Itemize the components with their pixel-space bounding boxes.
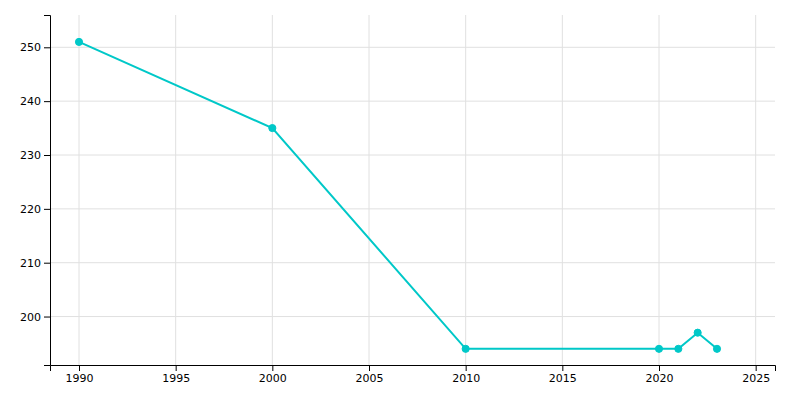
tick-label: 2020	[646, 372, 674, 385]
marker	[269, 125, 276, 132]
tick-mark	[44, 317, 50, 318]
tick-mark	[44, 101, 50, 102]
grid-line	[50, 155, 775, 156]
y-axis: 200 210 220 230 240 250	[20, 16, 51, 366]
tick-label: 1995	[162, 372, 190, 385]
plot-area	[75, 38, 720, 352]
axis-line	[51, 366, 776, 372]
tick-label: 210	[20, 257, 41, 270]
tick-mark	[369, 365, 370, 371]
grid-line	[562, 15, 563, 365]
grid-line	[272, 15, 273, 365]
grid-line	[50, 101, 775, 102]
tick-label: 2000	[259, 372, 287, 385]
tick-label: 1990	[66, 372, 94, 385]
tick-mark	[562, 365, 563, 371]
tick: 2000	[259, 365, 287, 385]
marker	[694, 329, 701, 336]
tick-label: 220	[20, 203, 41, 216]
tick-mark	[44, 209, 50, 210]
tick-mark	[756, 365, 757, 371]
grid-line	[659, 15, 660, 365]
tick-label: 230	[20, 149, 41, 162]
grid	[50, 15, 775, 365]
grid-line	[79, 15, 80, 365]
tick: 1990	[66, 365, 94, 385]
marker	[675, 345, 682, 352]
tick: 210	[20, 257, 50, 270]
grid-line	[50, 47, 775, 48]
grid-line	[755, 15, 756, 365]
tick: 250	[20, 41, 50, 54]
tick-label: 2010	[452, 372, 480, 385]
tick: 2025	[742, 365, 770, 385]
tick-mark	[466, 365, 467, 371]
grid-line	[50, 262, 775, 263]
grid-line	[465, 15, 466, 365]
tick-label: 2015	[549, 372, 577, 385]
tick-mark	[44, 263, 50, 264]
marker	[462, 345, 469, 352]
tick: 220	[20, 203, 50, 216]
tick: 230	[20, 149, 50, 162]
marker	[713, 345, 720, 352]
line	[79, 42, 717, 349]
tick-label: 240	[20, 95, 41, 108]
tick-mark	[79, 365, 80, 371]
tick-mark	[44, 155, 50, 156]
tick: 2010	[452, 365, 480, 385]
x-axis: 1990 1995 2000 2005 2010 2015 2020 2025	[51, 365, 776, 385]
chart: 1990 1995 2000 2005 2010 2015 2020 2025 200 210 22…	[0, 0, 800, 400]
tick-label: 2005	[356, 372, 384, 385]
tick-mark	[176, 365, 177, 371]
tick: 2005	[356, 365, 384, 385]
axis-line	[44, 16, 51, 366]
tick-label: 250	[20, 41, 41, 54]
tick: 2015	[549, 365, 577, 385]
marker	[75, 38, 82, 45]
tick-mark	[659, 365, 660, 371]
chart-container: 1990 1995 2000 2005 2010 2015 2020 2025 200 210 22…	[0, 0, 800, 400]
grid-line	[50, 208, 775, 209]
grid-line	[50, 316, 775, 317]
tick-label: 2025	[742, 372, 770, 385]
tick: 2020	[646, 365, 674, 385]
tick-mark	[272, 365, 273, 371]
marker	[655, 345, 662, 352]
tick: 200	[20, 311, 50, 324]
tick-mark	[44, 47, 50, 48]
tick: 240	[20, 95, 50, 108]
grid-line	[175, 15, 176, 365]
grid-line	[369, 15, 370, 365]
tick: 1995	[162, 365, 190, 385]
tick-label: 200	[20, 311, 41, 324]
